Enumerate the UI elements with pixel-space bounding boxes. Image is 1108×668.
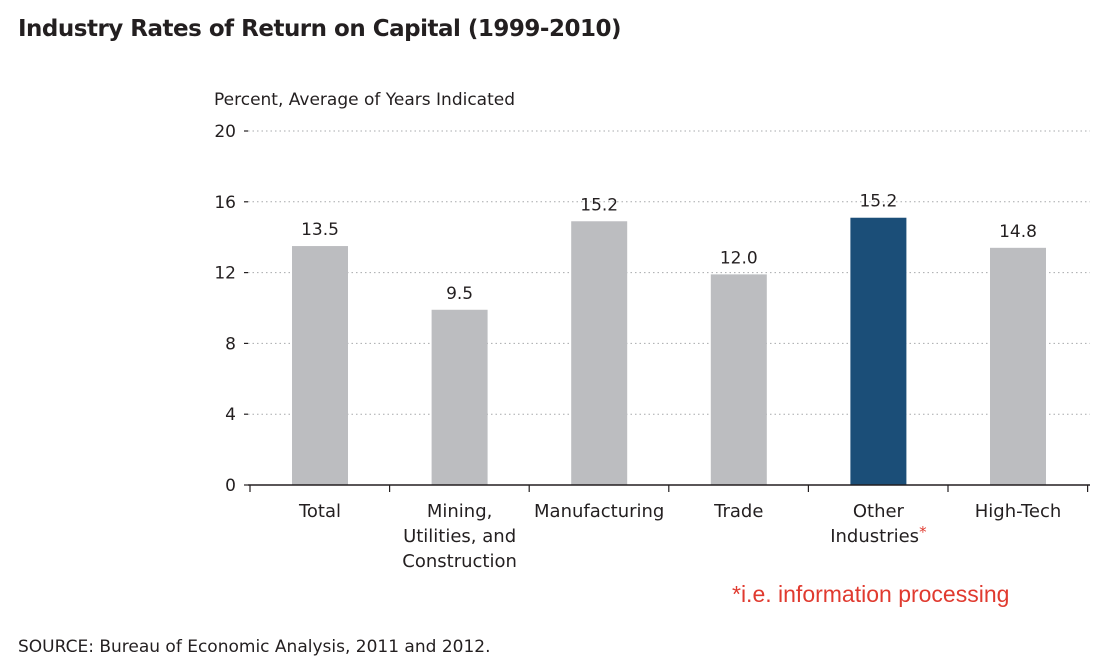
data-label: 9.5 bbox=[446, 284, 473, 304]
x-tick-label: High-Tech bbox=[975, 501, 1062, 522]
x-tick-label: Other bbox=[853, 501, 905, 522]
x-tick-label-text: Utilities, and bbox=[403, 526, 516, 547]
y-tick-label: 0 bbox=[225, 476, 236, 496]
x-tick-label-text: Other bbox=[853, 501, 905, 522]
x-tick-label: Trade bbox=[713, 501, 763, 522]
x-tick-label-text: Construction bbox=[402, 551, 517, 572]
bar bbox=[710, 274, 767, 485]
x-tick-label: Manufacturing bbox=[534, 501, 664, 522]
bars bbox=[292, 217, 1046, 486]
x-tick-label: Industries* bbox=[830, 523, 927, 547]
axes bbox=[244, 130, 1090, 492]
y-axis-label: Percent, Average of Years Indicated bbox=[214, 90, 515, 110]
data-label: 15.2 bbox=[580, 195, 618, 215]
x-tick-label-text: Industries bbox=[830, 526, 919, 547]
labels: 0 4 8 12 16 20 13.5 Total 9.5 Mining, Utilities, a… bbox=[214, 122, 1061, 572]
source-note: SOURCE: Bureau of Economic Analysis, 201… bbox=[18, 637, 491, 657]
y-tick-label: 20 bbox=[214, 122, 236, 142]
x-tick-label-text: Trade bbox=[713, 501, 763, 522]
data-label: 14.8 bbox=[999, 222, 1037, 242]
bar bbox=[431, 309, 488, 485]
gridlines bbox=[248, 130, 1090, 415]
footnote: *i.e. information processing bbox=[732, 581, 1010, 607]
x-tick-label: Utilities, and bbox=[403, 526, 516, 547]
chart-title: Industry Rates of Return on Capital (199… bbox=[18, 16, 621, 42]
data-label: 15.2 bbox=[859, 192, 897, 212]
data-label: 13.5 bbox=[301, 220, 339, 240]
x-tick-label-text: High-Tech bbox=[975, 501, 1062, 522]
bar bbox=[292, 246, 348, 485]
x-tick-label-text: Total bbox=[298, 501, 341, 522]
y-tick-label: 8 bbox=[225, 334, 236, 354]
bar bbox=[850, 217, 907, 486]
footnote-asterisk: * bbox=[919, 523, 927, 541]
x-tick-label-text: Manufacturing bbox=[534, 501, 664, 522]
x-tick-label: Construction bbox=[402, 551, 517, 572]
data-label: 12.0 bbox=[720, 248, 758, 268]
x-tick-label: Mining, bbox=[427, 501, 493, 522]
bar bbox=[990, 247, 1046, 485]
y-tick-label: 4 bbox=[225, 405, 236, 425]
bar bbox=[571, 221, 628, 485]
y-tick-label: 16 bbox=[214, 193, 236, 213]
x-tick-label: Total bbox=[298, 501, 341, 522]
y-tick-label: 12 bbox=[214, 264, 236, 284]
x-tick-label-text: Mining, bbox=[427, 501, 493, 522]
